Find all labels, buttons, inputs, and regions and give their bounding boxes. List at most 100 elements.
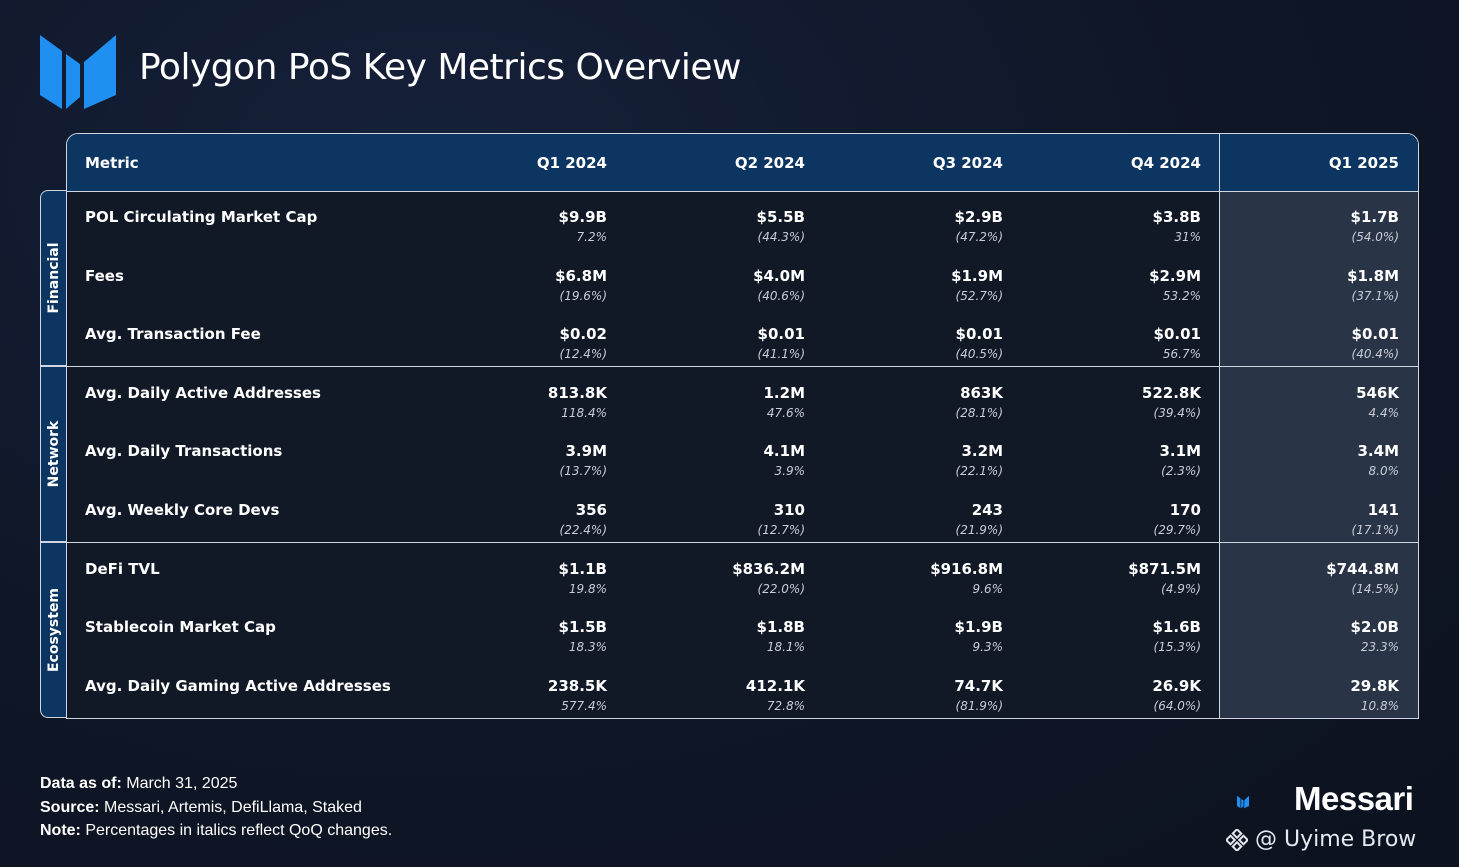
qoq-change: (37.1%) (1351, 288, 1399, 303)
table-row: Avg. Daily Active Addresses 813.8K 118.4% 1… (67, 367, 1418, 425)
metric-value: $1.1B (558, 559, 607, 578)
binance-diamond-icon (1226, 829, 1248, 851)
metric-value: 1.2M (763, 383, 806, 402)
watermark: @ Uyime Brow (1226, 827, 1416, 852)
metric-name: POL Circulating Market Cap (85, 208, 318, 226)
metric-value: $1.7B (1350, 208, 1399, 226)
qoq-change: (81.9%) (955, 698, 1003, 713)
qoq-change: 56.7% (1162, 347, 1201, 362)
source-note: Source: Messari, Artemis, DefiLlama, Sta… (40, 798, 362, 816)
messari-brand-logo-icon (1237, 795, 1249, 809)
qoq-change: (15.3%) (1153, 640, 1201, 655)
qoq-change: (64.0%) (1153, 698, 1201, 713)
metric-value: 238.5K (547, 676, 607, 695)
table-row: Fees $6.8M (19.6%) $4.0M (40.6%) $1.9M (52.7%)… (67, 250, 1418, 308)
qoq-change: (12.4%) (559, 347, 607, 362)
metric-value: $2.9M (1149, 266, 1201, 285)
qoq-change: 47.6% (766, 405, 805, 420)
metric-value: 356 (575, 501, 607, 519)
qoq-change: (13.7%) (559, 464, 607, 479)
metric-value: 546K (1356, 383, 1399, 402)
qoq-change: (12.7%) (757, 523, 805, 537)
table-header: Metric Q1 2024 Q2 2024 Q3 2024 Q4 2024 Q… (67, 134, 1418, 192)
qoq-change: (19.6%) (559, 288, 607, 303)
metric-value: 3.4M (1357, 442, 1400, 461)
metric-value: $0.02 (559, 325, 607, 344)
metric-name: Avg. Daily Gaming Active Addresses (85, 676, 391, 695)
metric-value: $1.5B (558, 618, 607, 637)
section-label-network: Network (40, 366, 66, 542)
qoq-change: (4.9%) (1161, 581, 1201, 596)
qoq-change: 118.4% (561, 405, 607, 420)
qoq-change: 8.0% (1368, 464, 1400, 479)
qoq-change: (47.2%) (955, 230, 1003, 244)
table-row: Stablecoin Market Cap $1.5B 18.3% $1.8B 18.1… (67, 601, 1418, 659)
qoq-change: (52.7%) (955, 288, 1003, 303)
qoq-change: (29.7%) (1153, 523, 1201, 537)
metric-value: $1.9B (954, 618, 1003, 637)
header-q1-2025: Q1 2025 (1328, 154, 1399, 172)
qoq-change: 72.8% (766, 698, 805, 713)
qoq-change: 4.4% (1368, 405, 1400, 420)
table-row: Avg. Daily Gaming Active Addresses 238.5K… (67, 660, 1418, 718)
qoq-change: (40.5%) (955, 347, 1003, 362)
qoq-change: (40.4%) (1351, 347, 1399, 362)
metric-value: $4.0M (753, 266, 805, 285)
qoq-change: (28.1%) (955, 405, 1003, 420)
metric-name: Avg. Transaction Fee (85, 325, 261, 344)
qoq-change: 19.8% (568, 581, 607, 596)
metric-value: $1.8M (1347, 266, 1399, 285)
brand-name: Messari (1294, 780, 1414, 817)
qoq-change: (17.1%) (1351, 523, 1399, 537)
qoq-change: (22.4%) (559, 523, 607, 537)
messari-logo-icon (40, 35, 116, 109)
metric-value: $0.01 (1153, 325, 1201, 344)
header-metric: Metric (85, 154, 139, 172)
metric-value: $1.8B (756, 618, 805, 637)
qoq-change: 23.3% (1360, 640, 1399, 655)
metric-value: $0.01 (757, 325, 805, 344)
metric-value: 3.2M (961, 442, 1004, 461)
metric-value: $871.5M (1128, 559, 1201, 578)
qoq-change: 18.3% (568, 640, 607, 655)
qoq-change: (2.3%) (1161, 464, 1201, 479)
metric-value: 4.1M (763, 442, 806, 461)
highlight-column (1220, 134, 1418, 718)
header-q1-2024: Q1 2024 (536, 154, 607, 172)
metric-value: $5.5B (756, 208, 805, 226)
qoq-change: 10.8% (1360, 698, 1399, 713)
metric-value: 170 (1169, 501, 1201, 519)
qoq-change: (22.1%) (955, 464, 1003, 479)
qoq-change: (40.6%) (757, 288, 805, 303)
metric-value: 412.1K (745, 676, 805, 695)
metric-value: $836.2M (732, 559, 805, 578)
metric-name: DeFi TVL (85, 559, 160, 578)
qoq-change: 7.2% (576, 230, 608, 244)
qoq-change: (39.4%) (1153, 405, 1201, 420)
table-row: Avg. Daily Transactions 3.9M (13.7%) 4.1M 3.… (67, 425, 1418, 483)
metric-value: 3.1M (1159, 442, 1202, 461)
metric-value: 813.8K (547, 383, 607, 402)
section-label-ecosystem: Ecosystem (40, 542, 66, 718)
metric-name: Avg. Weekly Core Devs (85, 501, 280, 519)
section-label-financial: Financial (40, 190, 66, 366)
metric-value: 26.9K (1152, 676, 1201, 695)
metric-value: 29.8K (1350, 676, 1399, 695)
qoq-change: 9.6% (972, 581, 1004, 596)
metric-value: $1.6B (1152, 618, 1201, 637)
qoq-change: (41.1%) (757, 347, 805, 362)
qoq-change: 18.1% (766, 640, 805, 655)
page-title: Polygon PoS Key Metrics Overview (139, 47, 741, 88)
metrics-table: Metric Q1 2024 Q2 2024 Q3 2024 Q4 2024 Q… (66, 133, 1419, 719)
metric-value: 74.7K (954, 676, 1003, 695)
table-row: DeFi TVL $1.1B 19.8% $836.2M (22.0%) $916.8M 9… (67, 543, 1418, 601)
metric-name: Fees (85, 266, 124, 285)
table-row: Avg. Weekly Core Devs 356 (22.4%) 310 (12.7%… (67, 484, 1418, 542)
qoq-change: 577.4% (561, 698, 607, 713)
metric-value: $2.0B (1350, 618, 1399, 637)
metric-value: $1.9M (951, 266, 1003, 285)
metric-value: $6.8M (555, 266, 607, 285)
metric-value: 243 (971, 501, 1003, 519)
table-row: POL Circulating Market Cap $9.9B 7.2% $5.5B… (67, 191, 1418, 249)
metric-value: $744.8M (1326, 559, 1399, 578)
